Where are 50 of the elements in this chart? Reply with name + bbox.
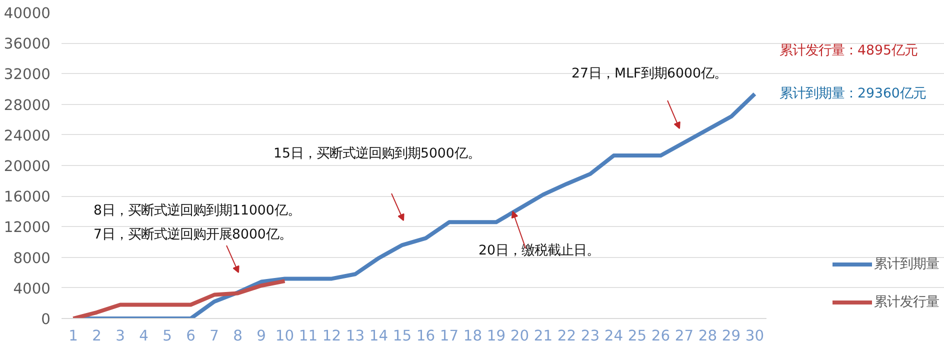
x-tick-label: 19 xyxy=(486,328,506,344)
x-tick-label: 22 xyxy=(557,328,576,344)
x-tick-label: 9 xyxy=(256,328,266,344)
x-tick-label: 8 xyxy=(233,328,242,344)
y-tick-label: 32000 xyxy=(4,66,50,84)
text: 累计发行量：4895亿元 xyxy=(780,44,918,58)
x-tick-label: 27 xyxy=(674,328,694,344)
x-tick-label: 16 xyxy=(416,328,436,344)
x-tick-label: 28 xyxy=(698,328,718,344)
legend-label: 累计到期量 xyxy=(874,256,939,273)
x-tick-label: 23 xyxy=(580,328,600,344)
annotation: 15日，买断式逆回购到期5000亿。 xyxy=(274,146,480,162)
x-tick-label: 30 xyxy=(745,328,764,344)
annotation: 27日，MLF到期6000亿。 xyxy=(572,66,727,82)
x-tick-label: 10 xyxy=(275,328,294,344)
x-tick-label: 15 xyxy=(392,328,412,344)
y-tick-label: 28000 xyxy=(4,96,50,114)
x-tick-label: 1 xyxy=(68,328,78,344)
x-tick-label: 24 xyxy=(604,328,624,344)
y-tick-label: 16000 xyxy=(4,188,50,206)
x-tick-label: 11 xyxy=(298,328,318,344)
line-series xyxy=(71,279,287,318)
x-tick-label: 21 xyxy=(534,328,553,344)
x-tick-label: 13 xyxy=(346,328,365,344)
text: 累计到期量：29360亿元 xyxy=(780,86,926,102)
y-tick-label: 8000 xyxy=(13,250,51,267)
x-tick-label: 18 xyxy=(463,328,482,344)
x-tick-label: 4 xyxy=(139,328,148,344)
legend-label: 累计发行量 xyxy=(874,294,939,311)
y-tick-label: 20000 xyxy=(4,158,50,175)
x-tick-label: 29 xyxy=(722,328,741,344)
y-tick-label: 12000 xyxy=(4,219,50,236)
x-tick-label: 5 xyxy=(162,328,172,344)
y-tick-label: 24000 xyxy=(4,127,50,144)
x-tick-label: 2 xyxy=(92,328,102,344)
annotation: 20日，缴税截止日。 xyxy=(478,244,600,258)
x-tick-label: 3 xyxy=(116,328,125,344)
y-tick-label: 4000 xyxy=(13,280,51,298)
y-tick-label: 36000 xyxy=(4,36,50,53)
x-tick-label: 26 xyxy=(651,328,670,344)
x-tick-label: 20 xyxy=(510,328,530,344)
y-tick-label: 40000 xyxy=(4,5,50,22)
x-tick-label: 17 xyxy=(440,328,459,344)
annotation: 8日，买断式逆回购到期11000亿。 7日，买断式逆回购开展8000亿。 xyxy=(94,204,300,242)
x-tick-label: 7 xyxy=(210,328,219,344)
x-tick-label: 25 xyxy=(628,328,647,344)
x-tick-label: 12 xyxy=(322,328,342,344)
x-tick-label: 6 xyxy=(186,328,196,344)
x-tick-label: 14 xyxy=(369,328,388,344)
y-tick-label: 0 xyxy=(41,311,51,328)
